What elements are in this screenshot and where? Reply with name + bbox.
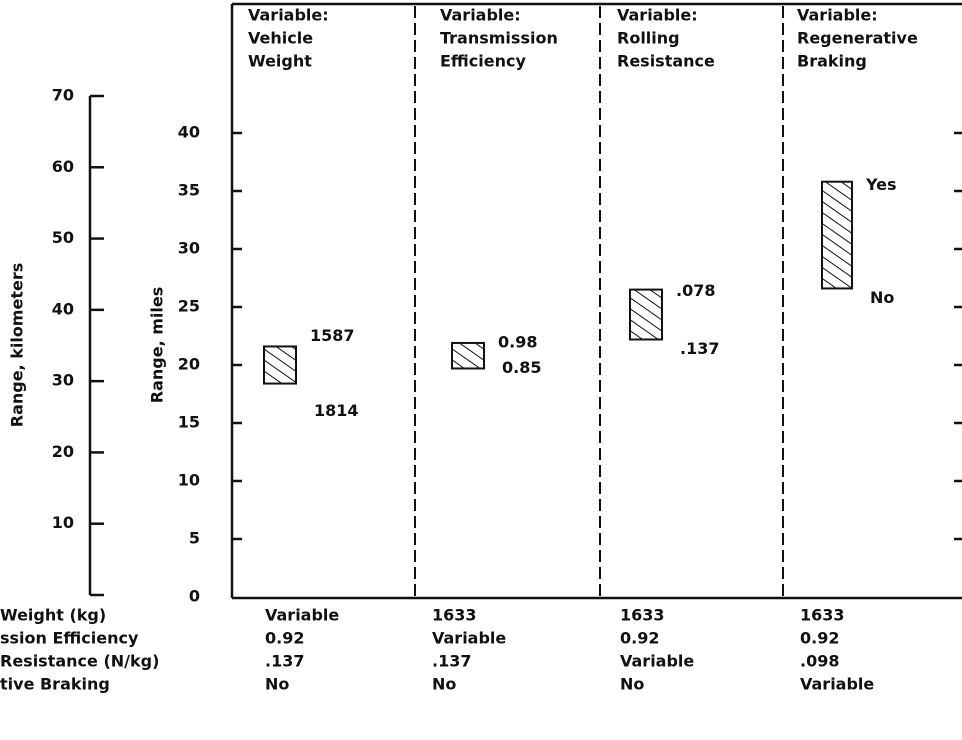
table-cell: No: [432, 675, 456, 694]
table-cell: .137: [265, 652, 304, 671]
low-label: No: [870, 288, 894, 307]
panel-title: Vehicle: [248, 29, 313, 48]
y-tick-label: 10: [178, 471, 200, 490]
panel-title: Rolling: [617, 29, 680, 48]
table-cell: .098: [800, 652, 839, 671]
y-tick-label: 35: [178, 181, 200, 200]
y2-tick-label: 30: [52, 371, 74, 390]
y-tick-label: 40: [178, 123, 200, 142]
panel-title: Variable:: [797, 6, 878, 25]
table-cell: 1633: [620, 606, 665, 625]
table-cell: Variable: [800, 675, 874, 694]
table-row-label: ssion Efficiency: [0, 629, 139, 648]
table-row-label: tive Braking: [0, 675, 110, 694]
range-bar: [821, 180, 853, 290]
table-cell: Variable: [265, 606, 339, 625]
table-cell: 0.92: [620, 629, 659, 648]
range-bar: [263, 345, 297, 385]
high-label: 0.98: [498, 332, 537, 351]
panel-title: Variable:: [248, 6, 329, 25]
table-cell: Variable: [620, 652, 694, 671]
y-tick-label: 25: [178, 297, 200, 316]
panel-title: Variable:: [617, 6, 698, 25]
table-cell: 1633: [800, 606, 845, 625]
y-tick-label: 20: [178, 355, 200, 374]
high-label: 1587: [310, 326, 355, 345]
low-label: 0.85: [502, 358, 541, 377]
table-cell: .137: [432, 652, 471, 671]
panel-title: Variable:: [440, 6, 521, 25]
range-bar: [629, 288, 663, 341]
high-label: Yes: [865, 175, 897, 194]
y2-tick-label: 50: [52, 228, 74, 247]
panel-title: Regenerative: [797, 29, 918, 48]
y2-tick-label: 10: [52, 513, 74, 532]
table-cell: No: [620, 675, 644, 694]
y-tick-label: 5: [189, 529, 200, 548]
y-axis-label: Range, miles: [148, 287, 167, 403]
y2-tick-label: 20: [52, 442, 74, 461]
table-cell: 0.92: [265, 629, 304, 648]
panel-title: Transmission: [440, 29, 558, 48]
y2-axis-label: Range, kilometers: [8, 263, 27, 428]
table-row-label: Resistance (N/kg): [0, 652, 159, 671]
y2-tick-label: 40: [52, 299, 74, 318]
table-row-label: Weight (kg): [0, 606, 106, 625]
y2-tick-label: 60: [52, 157, 74, 176]
table-cell: 1633: [432, 606, 477, 625]
table-cell: Variable: [432, 629, 506, 648]
panel-title: Weight: [248, 52, 312, 71]
low-label: 1814: [314, 401, 359, 420]
panel-title: Efficiency: [440, 52, 526, 71]
table-cell: 0.92: [800, 629, 839, 648]
y-tick-label: 15: [178, 413, 200, 432]
panel-title: Resistance: [617, 52, 715, 71]
panel-title: Braking: [797, 52, 867, 71]
low-label: .137: [680, 339, 719, 358]
range-bar: [451, 341, 485, 370]
high-label: .078: [676, 281, 715, 300]
y2-tick-label: 70: [52, 86, 74, 105]
y-tick-label: 0: [189, 587, 200, 606]
y-tick-label: 30: [178, 239, 200, 258]
table-cell: No: [265, 675, 289, 694]
